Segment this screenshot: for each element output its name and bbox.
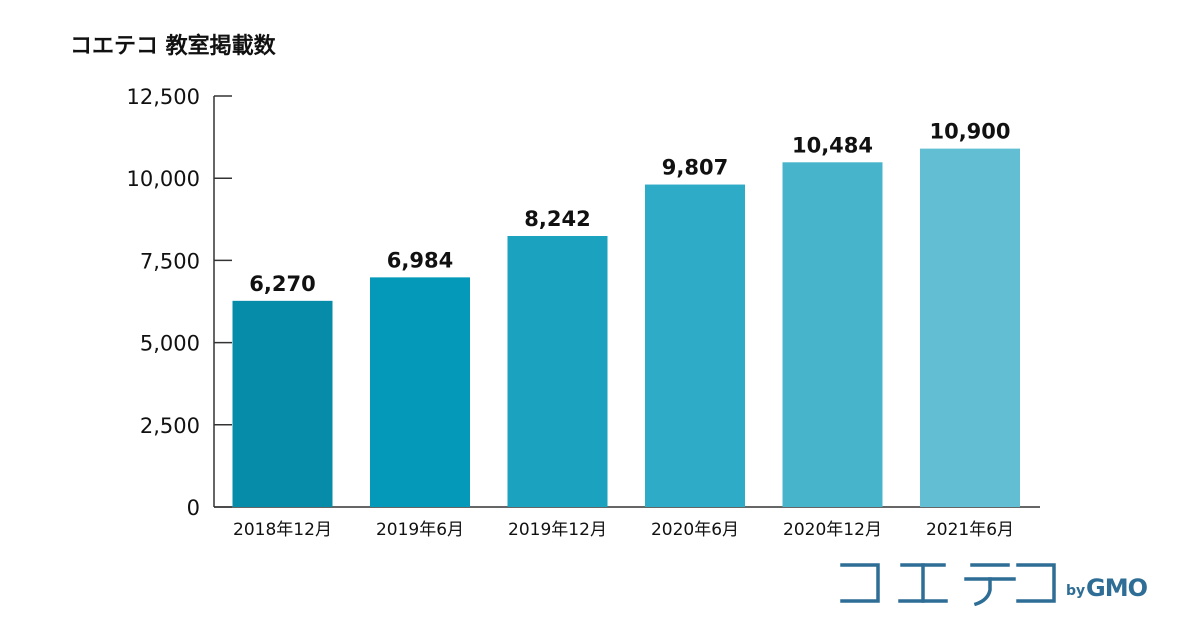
bar	[370, 277, 470, 507]
koeteco-logo	[840, 563, 1056, 606]
x-category-label: 2020年6月	[651, 520, 739, 540]
bar-value-label: 10,484	[792, 133, 873, 157]
x-category-label: 2020年12月	[783, 520, 882, 540]
logo-gmo-text: GMO	[1086, 574, 1148, 602]
bar-value-label: 6,984	[387, 248, 453, 272]
bar-value-label: 8,242	[524, 207, 590, 231]
y-tick-label: 5,000	[140, 332, 200, 356]
bar	[920, 148, 1020, 507]
y-tick-label: 12,500	[127, 85, 200, 109]
y-tick-label: 10,000	[127, 167, 200, 191]
bar	[232, 300, 333, 507]
bar-value-label: 6,270	[249, 272, 315, 296]
bar	[645, 184, 745, 507]
bar	[507, 236, 608, 507]
logo-by-text: by	[1066, 583, 1086, 599]
x-category-label: 2019年12月	[508, 520, 607, 540]
x-category-label: 2018年12月	[233, 520, 332, 540]
y-tick-label: 7,500	[140, 249, 200, 273]
bar-value-label: 9,807	[662, 156, 728, 180]
bar-value-label: 10,900	[929, 120, 1010, 144]
bar	[782, 162, 883, 508]
x-category-label: 2021年6月	[926, 520, 1014, 540]
y-tick-label: 2,500	[140, 414, 200, 438]
chart-title: コエテコ 教室掲載数	[70, 34, 276, 59]
y-tick-label: 0	[187, 496, 200, 520]
x-category-label: 2019年6月	[376, 520, 464, 540]
